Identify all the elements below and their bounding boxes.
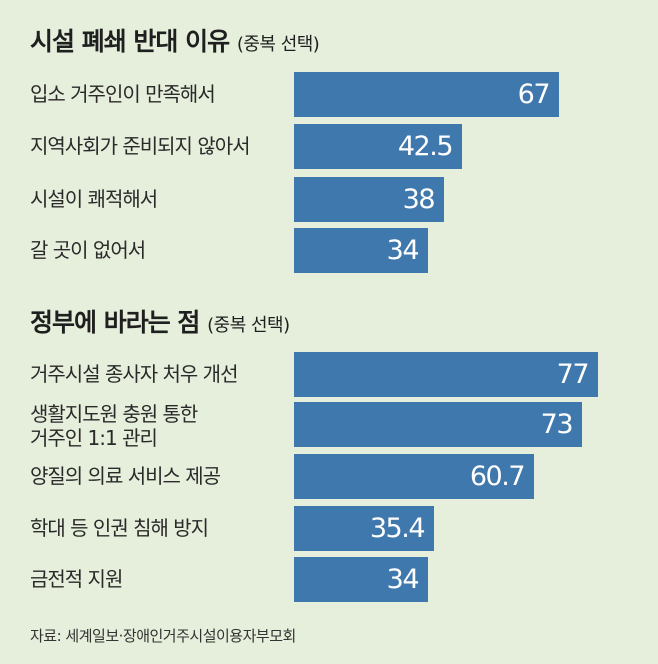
data-label: 35.4 xyxy=(369,513,426,544)
bar: 34 xyxy=(294,228,428,273)
chart-title: 시설 폐쇄 반대 이유 (중복 선택) xyxy=(30,22,320,58)
chart-title-text: 시설 폐쇄 반대 이유 xyxy=(30,27,237,56)
category-label: 학대 등 인권 침해 방지 xyxy=(30,516,209,540)
data-label: 73 xyxy=(540,409,574,440)
source-note: 자료: 세계일보·장애인거주시설이용자부모회 xyxy=(30,627,296,645)
chart-title-text: 정부에 바라는 점 xyxy=(30,308,208,337)
category-label: 입소 거주인이 만족해서 xyxy=(30,82,216,106)
chart-subtitle: (중복 선택) xyxy=(236,34,320,55)
bar: 73 xyxy=(294,402,582,447)
bar: 42.5 xyxy=(294,124,462,169)
category-label: 생활지도원 충원 통한 거주인 1:1 관리 xyxy=(30,402,198,450)
category-label: 지역사회가 준비되지 않아서 xyxy=(30,134,251,158)
data-label: 67 xyxy=(517,79,551,110)
category-label: 시설이 쾌적해서 xyxy=(30,187,158,211)
bar: 67 xyxy=(294,72,559,117)
bar: 34 xyxy=(294,557,428,602)
chart-subtitle: (중복 선택) xyxy=(207,315,290,336)
data-label: 38 xyxy=(402,184,436,215)
category-label: 거주시설 종사자 처우 개선 xyxy=(30,362,238,386)
data-label: 60.7 xyxy=(469,461,526,492)
data-label: 77 xyxy=(556,359,590,390)
data-label: 34 xyxy=(386,235,420,266)
bar: 60.7 xyxy=(294,454,534,499)
bar: 77 xyxy=(294,352,598,397)
category-label: 금전적 지원 xyxy=(30,567,123,591)
data-label: 34 xyxy=(386,564,420,595)
bar: 35.4 xyxy=(294,506,434,551)
data-label: 42.5 xyxy=(397,131,454,162)
category-label: 갈 곳이 없어서 xyxy=(30,238,146,262)
category-label: 양질의 의료 서비스 제공 xyxy=(30,464,221,488)
chart-title: 정부에 바라는 점 (중복 선택) xyxy=(30,303,290,339)
bar: 38 xyxy=(294,177,444,222)
